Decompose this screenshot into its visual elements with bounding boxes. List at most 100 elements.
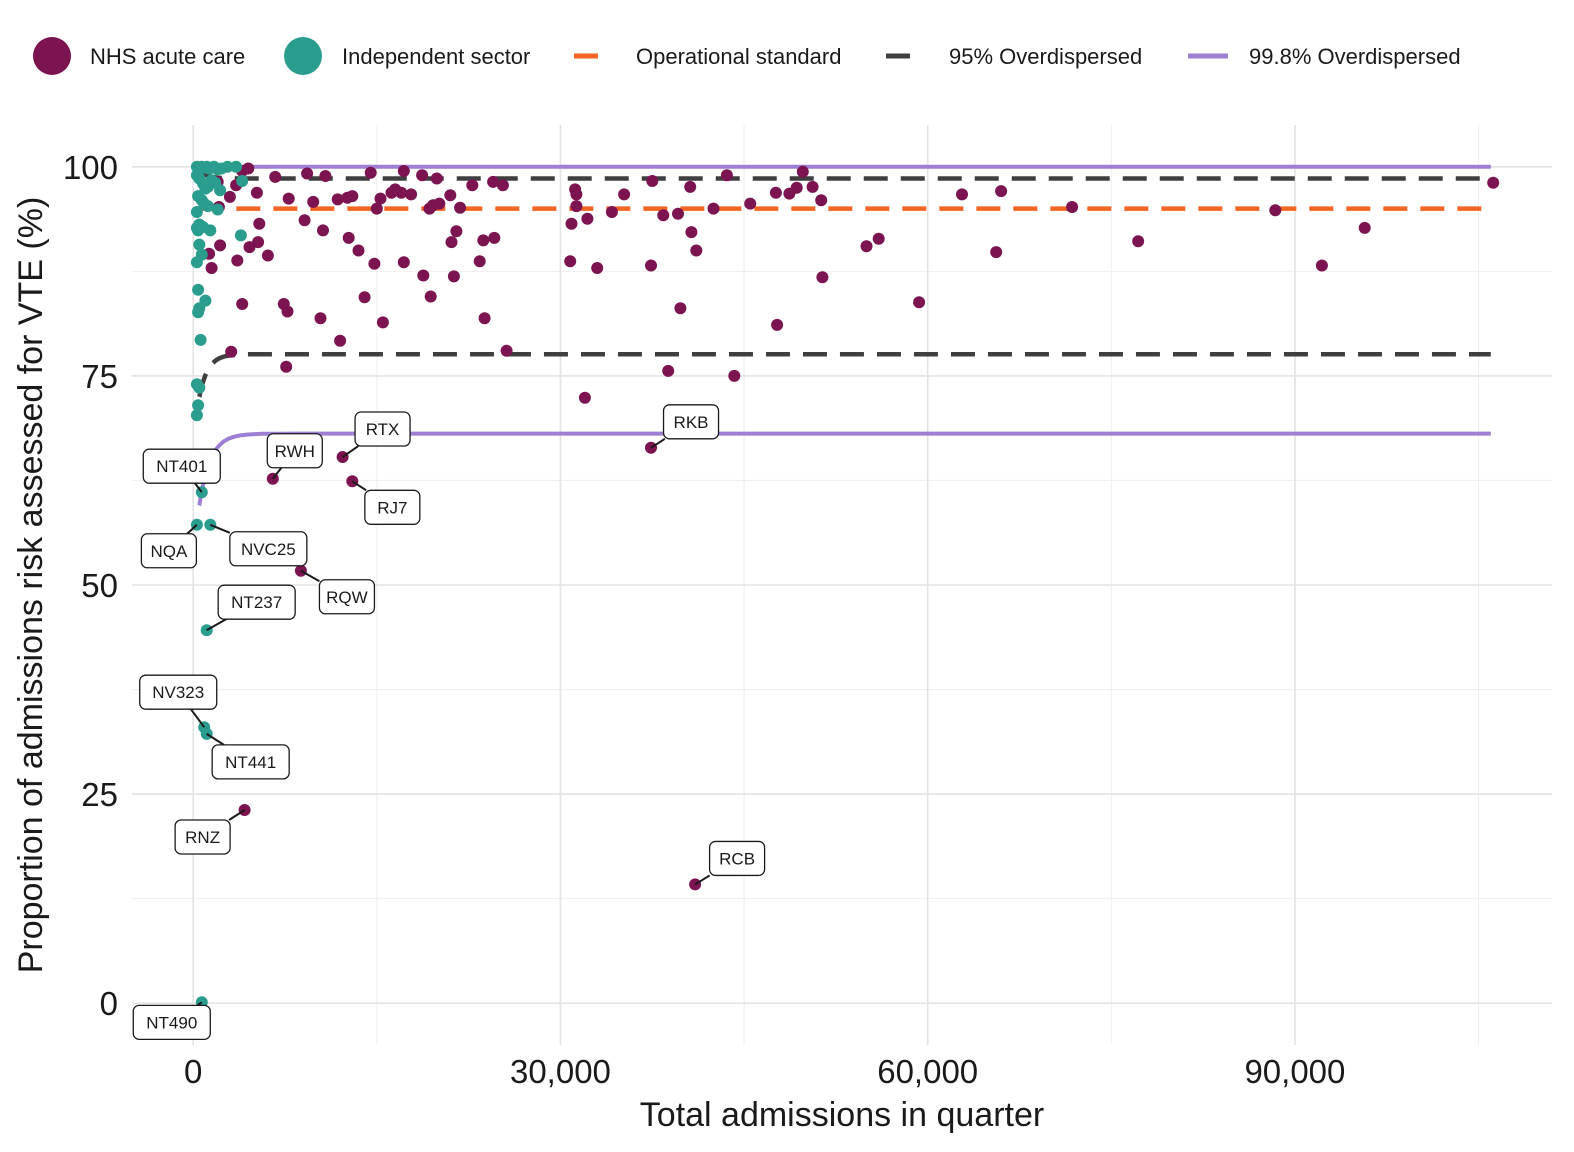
data-point [662, 364, 675, 377]
y-tick-label: 100 [63, 149, 118, 186]
data-point [454, 201, 467, 214]
x-tick-label: 0 [184, 1053, 202, 1090]
data-point [231, 254, 244, 267]
data-point [990, 246, 1003, 259]
axes: Total admissions in quarter Proportion o… [12, 149, 1345, 1134]
legend-label: NHS acute care [90, 44, 245, 69]
data-point [358, 291, 371, 304]
data-point [646, 175, 659, 187]
point-label-box [266, 433, 323, 469]
data-point [769, 186, 782, 199]
data-point [707, 202, 720, 215]
point-label-box [354, 411, 411, 447]
data-point [815, 194, 828, 207]
data-point [570, 200, 583, 213]
data-point [370, 202, 383, 215]
data-point [565, 217, 578, 230]
data-point [201, 200, 214, 213]
data-point [605, 206, 618, 218]
data-point [346, 190, 359, 203]
point-label-box [708, 840, 766, 877]
legend: NHS acute care Independent sector Operatio… [33, 37, 1461, 75]
label-connector [341, 445, 359, 458]
data-point [385, 186, 398, 199]
data-point [269, 170, 282, 183]
data-point [1066, 201, 1079, 213]
data-point [1269, 204, 1282, 217]
legend-label: Independent sector [342, 44, 530, 69]
label-connector [186, 524, 198, 535]
point-labels: NT401 NVC25 NQA NT237 NV323 NT441 NT490 RWH RTX R… [132, 404, 766, 1040]
point-label-box [229, 531, 308, 567]
data-point [445, 236, 458, 249]
data-point [1487, 176, 1500, 189]
data-point [790, 181, 803, 194]
data-point [416, 169, 429, 182]
point-label: RCB [719, 849, 755, 868]
data-point [280, 360, 293, 373]
label-connector [194, 482, 203, 493]
data-point [192, 224, 205, 237]
point-label-box [132, 1004, 211, 1040]
data-point [618, 188, 631, 201]
data-point [242, 162, 255, 175]
data-point [581, 212, 594, 225]
data-point [417, 269, 430, 282]
data-point [685, 226, 698, 239]
data-point [744, 197, 757, 210]
data-point [282, 192, 295, 205]
data-point [424, 290, 437, 303]
data-point [564, 255, 577, 268]
data-point [342, 231, 355, 244]
point-label: RWH [275, 442, 315, 461]
point-label-box [364, 489, 421, 525]
data-point [956, 188, 968, 201]
data-point [430, 172, 443, 185]
data-point [771, 318, 784, 331]
data-point [294, 564, 307, 577]
data-point [314, 312, 327, 325]
data-point [252, 236, 265, 249]
point-label-box [662, 404, 720, 440]
data-point [684, 180, 697, 193]
data-point [860, 240, 873, 253]
data-point [281, 305, 294, 318]
data-point [192, 399, 205, 412]
overdispersed-95-upper-line [197, 168, 1491, 181]
x-tick-label: 60,000 [877, 1053, 978, 1090]
data-point [500, 344, 513, 357]
data-point [397, 256, 410, 269]
data-point [250, 186, 263, 199]
legend-label: 99.8% Overdispersed [1249, 44, 1461, 69]
data-point [657, 209, 670, 222]
data-point [190, 256, 203, 269]
data-point [578, 391, 591, 404]
label-connector [206, 618, 227, 632]
data-point [223, 190, 236, 203]
data-point [591, 262, 604, 274]
data-point [236, 175, 249, 187]
data-point [816, 271, 829, 284]
y-tick-label: 0 [100, 985, 118, 1022]
data-point [253, 217, 266, 230]
point-label: RNZ [185, 828, 220, 847]
data-point [192, 283, 205, 296]
data-point [261, 249, 274, 262]
data-point [352, 244, 365, 257]
point-label: RQW [326, 588, 368, 607]
data-point [1358, 221, 1371, 234]
data-point [466, 179, 479, 192]
data-point [720, 169, 733, 182]
data-point [806, 180, 819, 193]
data-point [872, 232, 885, 245]
data-point [346, 475, 359, 488]
point-label-box [217, 584, 296, 620]
data-point [728, 369, 741, 382]
data-point [645, 441, 657, 454]
point-label: NT441 [225, 753, 276, 772]
data-point [307, 195, 320, 208]
data-point [234, 229, 247, 242]
label-connector [650, 437, 666, 449]
